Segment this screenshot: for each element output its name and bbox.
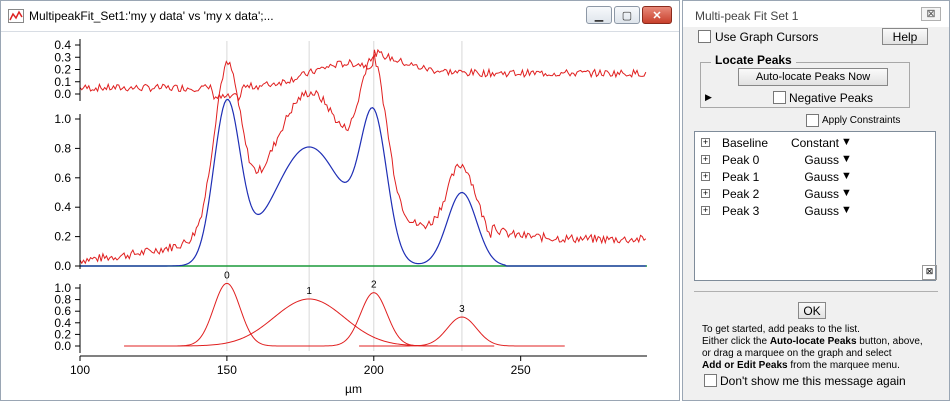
residual-series bbox=[79, 48, 647, 102]
y-tick-label: 0.2 bbox=[54, 230, 71, 244]
peak-guide-lines bbox=[226, 41, 463, 351]
graph-window-icon bbox=[8, 9, 24, 23]
message-line-1: To get started, add peaks to the list. bbox=[702, 324, 860, 335]
peak-list-row[interactable]: + Peak 3 Gauss ▼ bbox=[695, 204, 935, 220]
type-dropdown-arrow-icon[interactable]: ▼ bbox=[841, 187, 852, 199]
apply-constraints-checkbox[interactable] bbox=[806, 114, 819, 127]
peak-label: 1 bbox=[306, 286, 312, 297]
peaks-plot: 0 1 2 3 bbox=[124, 270, 565, 347]
peak-list-row[interactable]: + Baseline Constant ▼ bbox=[695, 136, 935, 152]
minimize-button[interactable]: ▁ bbox=[586, 6, 612, 24]
expand-icon[interactable]: + bbox=[701, 137, 710, 147]
message-line-3: or drag a marquee on the graph and selec… bbox=[702, 348, 892, 359]
y-tick-label: 0.1 bbox=[54, 75, 71, 89]
type-dropdown-arrow-icon[interactable]: ▼ bbox=[841, 170, 852, 182]
peak-list-row[interactable]: + Peak 1 Gauss ▼ bbox=[695, 170, 935, 186]
negative-peaks-label: Negative Peaks bbox=[789, 91, 874, 105]
y-tick-label: 0.2 bbox=[54, 327, 71, 341]
peak-name: Peak 2 bbox=[722, 187, 760, 201]
residual-plot bbox=[79, 48, 647, 102]
multipeak-panel: Multi-peak Fit Set 1 ⊠ Use Graph Cursors… bbox=[682, 0, 950, 401]
x-tick-label: 150 bbox=[217, 363, 237, 377]
peak-type: Gauss bbox=[804, 153, 839, 167]
y-tick-label: 1.0 bbox=[54, 281, 71, 295]
y-tick-label: 0.4 bbox=[54, 200, 71, 214]
peak-type: Constant bbox=[790, 136, 839, 150]
peak-name: Peak 1 bbox=[722, 170, 760, 184]
peak-type: Gauss bbox=[804, 170, 839, 184]
peak-curve bbox=[276, 292, 471, 347]
y-tick-label: 0.8 bbox=[54, 141, 71, 155]
peak-label: 0 bbox=[224, 270, 230, 281]
help-button[interactable]: Help bbox=[882, 28, 928, 45]
expand-icon[interactable]: + bbox=[701, 188, 710, 198]
type-dropdown-arrow-icon[interactable]: ▼ bbox=[841, 136, 852, 148]
data-series bbox=[79, 53, 647, 265]
peak-type: Gauss bbox=[804, 204, 839, 218]
dont-show-checkbox[interactable] bbox=[704, 374, 717, 387]
peak-type: Gauss bbox=[804, 187, 839, 201]
y-tick-label: 1.0 bbox=[54, 112, 71, 126]
type-dropdown-arrow-icon[interactable]: ▼ bbox=[841, 204, 852, 216]
y-tick-label: 0.3 bbox=[54, 50, 71, 64]
y-tick-label: 0.0 bbox=[54, 339, 71, 353]
y-tick-label: 0.0 bbox=[54, 259, 71, 273]
y-tick-label: 0.0 bbox=[54, 87, 71, 101]
peak-label: 2 bbox=[371, 280, 377, 291]
disclosure-arrow-icon[interactable]: ▶ bbox=[705, 92, 712, 102]
y-tick-label: 0.4 bbox=[54, 316, 71, 330]
y-tick-label: 0.6 bbox=[54, 304, 71, 318]
negative-peaks-checkbox[interactable] bbox=[773, 91, 786, 104]
x-tick-label: 200 bbox=[364, 363, 384, 377]
x-tick-label: 100 bbox=[70, 363, 90, 377]
panel-title: Multi-peak Fit Set 1 bbox=[695, 9, 799, 23]
locate-peaks-group bbox=[700, 62, 910, 108]
maximize-button[interactable]: ▢ bbox=[614, 6, 640, 24]
locate-peaks-title: Locate Peaks bbox=[711, 53, 796, 67]
auto-locate-button[interactable]: Auto-locate Peaks Now bbox=[738, 68, 888, 86]
peak-list[interactable]: + Baseline Constant ▼ + Peak 0 Gauss ▼ + Peak 1 Ga… bbox=[694, 131, 937, 281]
expand-icon[interactable]: + bbox=[701, 205, 710, 215]
message-line-4: Add or Edit Peaks from the marquee menu. bbox=[702, 360, 900, 371]
y-tick-label: 0.4 bbox=[54, 38, 71, 52]
y-tick-label: 0.6 bbox=[54, 171, 71, 185]
expand-icon[interactable]: + bbox=[701, 154, 710, 164]
dont-show-label: Don't show me this message again bbox=[720, 374, 906, 388]
axes: 0.40.30.20.10.01.00.80.60.40.20.01.00.80… bbox=[54, 38, 647, 396]
peak-label: 3 bbox=[459, 304, 465, 315]
expand-icon[interactable]: + bbox=[701, 171, 710, 181]
type-dropdown-arrow-icon[interactable]: ▼ bbox=[841, 153, 852, 165]
peak-list-row[interactable]: + Peak 2 Gauss ▼ bbox=[695, 187, 935, 203]
graph-window-title: MultipeakFit_Set1:'my y data' vs 'my x d… bbox=[29, 9, 274, 23]
x-axis-label: µm bbox=[345, 382, 362, 396]
list-scroll-button[interactable]: ⊠ bbox=[922, 265, 937, 280]
panel-title-bar[interactable]: Multi-peak Fit Set 1 ⊠ bbox=[683, 1, 949, 27]
use-graph-cursors-checkbox[interactable] bbox=[698, 30, 711, 43]
peak-name: Peak 0 bbox=[722, 153, 760, 167]
fit-plot bbox=[79, 53, 647, 267]
use-graph-cursors-label: Use Graph Cursors bbox=[715, 30, 819, 44]
apply-constraints-label: Apply Constraints bbox=[822, 115, 901, 126]
y-tick-label: 0.2 bbox=[54, 63, 71, 77]
ok-button[interactable]: OK bbox=[798, 302, 826, 319]
fit-series bbox=[80, 98, 646, 267]
close-button[interactable]: ✕ bbox=[642, 6, 672, 24]
y-tick-label: 0.8 bbox=[54, 293, 71, 307]
graph-window: MultipeakFit_Set1:'my y data' vs 'my x d… bbox=[0, 0, 680, 401]
help-message-area: OK To get started, add peaks to the list… bbox=[694, 291, 938, 391]
panel-close-button[interactable]: ⊠ bbox=[921, 7, 941, 21]
peak-name: Baseline bbox=[722, 136, 769, 150]
message-line-2: Either click the Auto-locate Peaks butto… bbox=[702, 336, 923, 347]
x-tick-label: 250 bbox=[511, 363, 531, 377]
graph-title-bar[interactable]: MultipeakFit_Set1:'my y data' vs 'my x d… bbox=[1, 1, 679, 32]
peak-list-row[interactable]: + Peak 0 Gauss ▼ bbox=[695, 153, 935, 169]
peak-name: Peak 3 bbox=[722, 204, 760, 218]
peak-curve bbox=[359, 316, 565, 347]
